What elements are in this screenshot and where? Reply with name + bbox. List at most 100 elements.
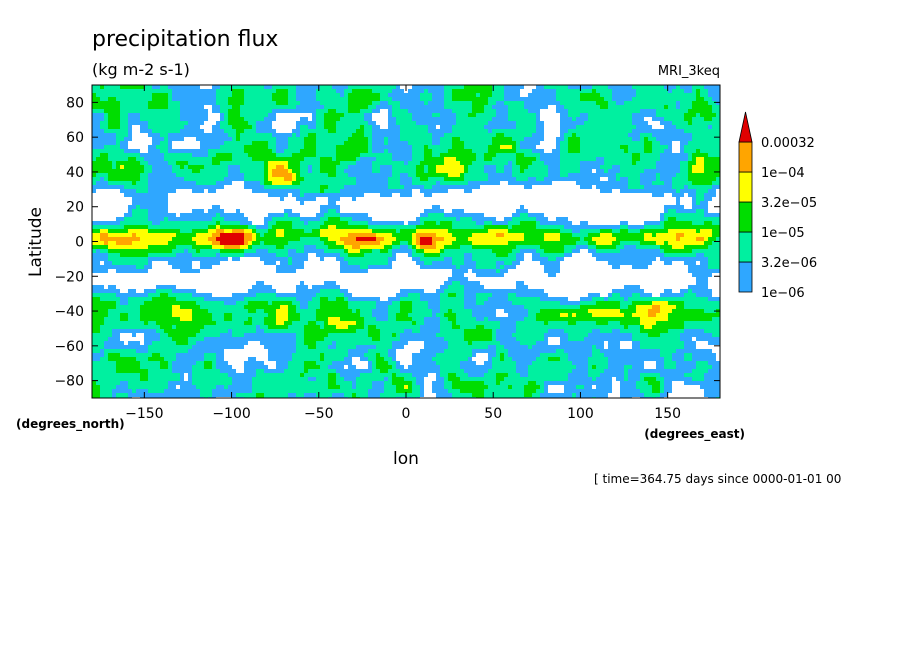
field-cell	[452, 233, 456, 237]
field-cell	[688, 217, 692, 221]
field-cell	[180, 133, 184, 137]
field-cell	[528, 161, 532, 165]
field-cell	[96, 229, 100, 233]
field-cell	[644, 225, 648, 229]
field-cell	[148, 189, 152, 193]
field-cell	[632, 113, 636, 117]
field-cell	[340, 221, 344, 225]
field-cell	[392, 89, 396, 93]
field-cell	[504, 113, 508, 117]
field-cell	[516, 233, 520, 237]
field-cell	[624, 189, 628, 193]
field-cell	[120, 149, 124, 153]
field-cell	[488, 85, 492, 89]
field-cell	[372, 189, 376, 193]
field-cell	[308, 157, 312, 161]
field-cell	[692, 181, 696, 185]
field-cell	[236, 113, 240, 117]
field-cell	[112, 221, 116, 225]
field-cell	[148, 85, 152, 89]
field-cell	[612, 121, 616, 125]
field-cell	[684, 85, 688, 89]
field-cell	[464, 169, 468, 173]
field-cell	[204, 185, 208, 189]
field-cell	[320, 113, 324, 117]
field-cell	[244, 121, 248, 125]
field-cell	[92, 85, 96, 89]
field-cell	[344, 137, 348, 141]
field-cell	[436, 153, 440, 157]
field-cell	[588, 105, 592, 109]
field-cell	[572, 133, 576, 137]
field-cell	[224, 221, 228, 225]
field-cell	[380, 153, 384, 157]
field-cell	[432, 173, 436, 177]
field-cell	[416, 109, 420, 113]
field-cell	[464, 141, 468, 145]
field-cell	[100, 221, 104, 225]
field-cell	[460, 145, 464, 149]
field-cell	[520, 145, 524, 149]
field-cell	[696, 121, 700, 125]
field-cell	[680, 209, 684, 213]
field-cell	[652, 137, 656, 141]
field-cell	[116, 149, 120, 153]
field-cell	[384, 181, 388, 185]
field-cell	[276, 105, 280, 109]
field-cell	[664, 137, 668, 141]
field-cell	[448, 229, 452, 233]
field-cell	[92, 101, 96, 105]
field-cell	[176, 229, 180, 233]
field-cell	[108, 85, 112, 89]
field-cell	[400, 141, 404, 145]
field-cell	[552, 165, 556, 169]
field-cell	[160, 213, 164, 217]
field-cell	[488, 89, 492, 93]
field-cell	[520, 85, 524, 89]
field-cell	[428, 229, 432, 233]
field-cell	[496, 145, 500, 149]
field-cell	[332, 221, 336, 225]
field-cell	[256, 145, 260, 149]
field-cell	[192, 117, 196, 121]
field-cell	[264, 169, 268, 173]
field-cell	[656, 89, 660, 93]
field-cell	[164, 137, 168, 141]
field-cell	[496, 129, 500, 133]
field-cell	[664, 209, 668, 213]
field-cell	[568, 129, 572, 133]
field-cell	[632, 149, 636, 153]
field-cell	[676, 221, 680, 225]
field-cell	[540, 225, 544, 229]
field-cell	[276, 165, 280, 169]
field-cell	[700, 193, 704, 197]
field-cell	[284, 221, 288, 225]
field-cell	[564, 113, 568, 117]
field-cell	[284, 193, 288, 197]
field-cell	[676, 153, 680, 157]
field-cell	[260, 181, 264, 185]
field-cell	[672, 117, 676, 121]
field-cell	[168, 149, 172, 153]
field-cell	[636, 233, 640, 237]
field-cell	[140, 225, 144, 229]
field-cell	[352, 217, 356, 221]
field-cell	[532, 145, 536, 149]
field-cell	[472, 101, 476, 105]
field-cell	[172, 157, 176, 161]
field-cell	[660, 217, 664, 221]
field-cell	[616, 185, 620, 189]
field-cell	[116, 97, 120, 101]
field-cell	[500, 89, 504, 93]
field-cell	[420, 121, 424, 125]
field-cell	[476, 233, 480, 237]
field-cell	[456, 165, 460, 169]
field-cell	[396, 133, 400, 137]
field-cell	[592, 89, 596, 93]
field-cell	[472, 173, 476, 177]
field-cell	[644, 177, 648, 181]
field-cell	[480, 213, 484, 217]
field-cell	[632, 129, 636, 133]
field-cell	[332, 181, 336, 185]
field-cell	[296, 217, 300, 221]
